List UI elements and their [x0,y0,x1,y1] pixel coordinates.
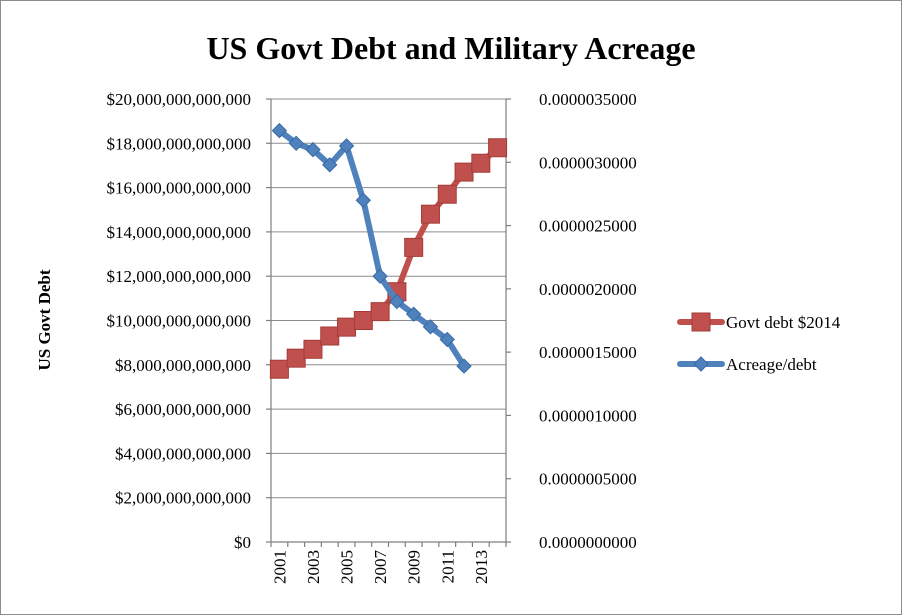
data-point [422,319,439,335]
y2-tick-label: 0.0000010000 [539,406,637,425]
y2-tick-label: 0.0000035000 [539,90,637,109]
x-tick-label: 2007 [371,550,390,585]
y2-tick-label: 0.0000030000 [539,153,637,172]
legend-label: Govt debt $2014 [726,313,841,332]
x-tick-label: 2011 [438,550,457,583]
series-line [276,127,468,370]
data-point [372,268,388,284]
y-axis-title: US Govt Debt [35,269,54,370]
data-point [420,204,440,224]
y-tick-label: $20,000,000,000,000 [107,90,252,109]
y2-tick-label: 0.0000015000 [539,343,637,362]
y2-tick-label: 0.0000000000 [539,533,637,552]
x-tick-label: 2013 [472,550,491,584]
data-point [454,162,474,182]
data-point [404,237,424,257]
data-point [322,157,338,173]
y-tick-label: $16,000,000,000,000 [107,179,252,198]
series-0 [269,138,508,379]
y-tick-label: $2,000,000,000,000 [115,489,251,508]
x-tick-label: 2001 [270,550,289,584]
y-tick-label: $10,000,000,000,000 [107,312,252,331]
data-point [439,331,455,348]
y-tick-label: $8,000,000,000,000 [115,356,251,375]
data-point [370,302,390,322]
x-tick-label: 2005 [338,550,357,584]
legend-marker [693,356,709,372]
y-tick-label: $18,000,000,000,000 [107,134,252,153]
data-point [456,358,472,374]
y-tick-label: $6,000,000,000,000 [115,400,251,419]
series-1 [271,122,472,374]
x-tick-label: 2003 [304,550,323,584]
data-point [271,122,288,139]
data-point [337,317,357,337]
data-point [269,359,289,379]
data-point [355,192,372,208]
data-point [338,138,355,154]
data-point [305,141,321,158]
x-tick-label: 2009 [405,550,424,584]
y2-tick-label: 0.0000020000 [539,280,637,299]
data-point [471,153,491,173]
y-tick-label: $0 [234,533,251,552]
y-tick-label: $12,000,000,000,000 [107,267,252,286]
data-point [353,311,373,330]
data-point [320,326,340,346]
y-tick-label: $4,000,000,000,000 [115,444,251,463]
y2-tick-label: 0.0000005000 [539,470,637,489]
chart-title: US Govt Debt and Military Acreage [206,30,695,66]
legend-label: Acreage/debt [726,355,817,374]
data-point [288,135,304,152]
y2-tick-label: 0.0000025000 [539,217,637,236]
data-point [437,184,457,204]
legend-marker [691,312,711,332]
data-point [389,293,405,310]
data-point [303,339,323,359]
data-point [286,348,306,368]
y-tick-label: $14,000,000,000,000 [107,223,252,242]
data-point [488,138,508,158]
data-point [405,306,422,322]
